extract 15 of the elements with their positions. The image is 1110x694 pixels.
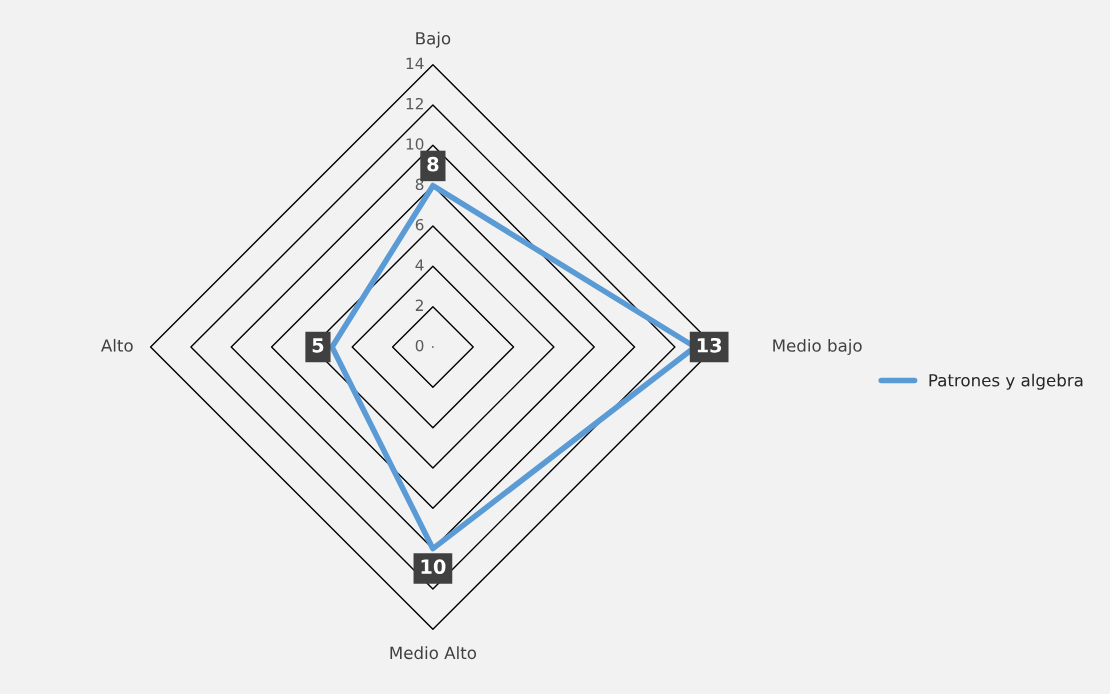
- data-label: 13: [697, 337, 722, 353]
- data-label: 5: [312, 338, 324, 353]
- data-label: 8: [427, 156, 439, 172]
- y-tick-label: 0: [415, 339, 424, 352]
- spoke-label: Medio bajo: [773, 338, 862, 356]
- y-tick-label: 14: [406, 57, 424, 69]
- legend-label: Patrones y algebra: [929, 373, 1083, 390]
- y-tick-label: 2: [415, 299, 423, 311]
- y-tick-label: 12: [406, 97, 423, 110]
- y-tick-label: 6: [415, 218, 424, 231]
- spoke-label: Alto: [101, 338, 133, 352]
- y-tick-label: 4: [415, 259, 424, 271]
- spoke-label: Bajo: [416, 31, 451, 48]
- spoke-label: Medio Alto: [390, 646, 477, 660]
- y-tick-label: 10: [406, 138, 424, 150]
